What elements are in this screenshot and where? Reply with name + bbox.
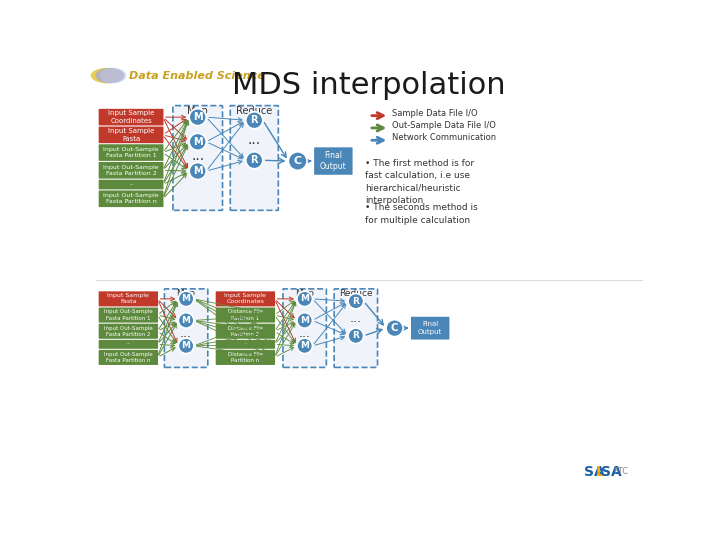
Text: ...: ... [350,312,362,325]
FancyBboxPatch shape [230,106,279,211]
Circle shape [348,328,364,343]
Circle shape [246,152,263,169]
FancyBboxPatch shape [216,323,275,339]
Text: Map: Map [295,289,314,298]
Text: ...: ... [248,133,261,147]
FancyBboxPatch shape [173,106,222,211]
Text: Distance File
Partition 1: Distance File Partition 1 [228,309,263,321]
Circle shape [189,163,206,179]
FancyBboxPatch shape [334,289,377,367]
FancyBboxPatch shape [314,147,353,175]
Text: Map: Map [187,106,208,116]
Text: Distance File
Partition 2: Distance File Partition 2 [228,326,263,337]
Text: M: M [193,112,202,122]
Text: Input Out-Sample
Fasta Partition 1: Input Out-Sample Fasta Partition 1 [103,147,159,158]
Text: SA: SA [601,465,622,479]
Ellipse shape [100,68,127,83]
Text: M: M [300,294,309,303]
FancyBboxPatch shape [411,317,449,340]
Text: Input Sample
Fasta: Input Sample Fasta [108,128,154,141]
Circle shape [189,109,206,126]
Text: • The first method is for
fast calculation, i.e use
hierarchical/heuristic
inter: • The first method is for fast calculati… [365,159,474,205]
Text: Reduce: Reduce [236,106,272,116]
Text: R: R [251,115,258,125]
Text: Input Sample
Fasta: Input Sample Fasta [107,293,149,305]
Circle shape [297,338,312,354]
Circle shape [297,313,312,328]
Text: Sample Data File I/O: Sample Data File I/O [392,109,478,118]
Text: M: M [300,316,309,325]
FancyBboxPatch shape [216,292,275,306]
Text: Input Sample
Coordinates: Input Sample Coordinates [225,293,266,305]
Text: –: – [244,342,247,347]
Text: SA: SA [585,465,606,479]
FancyBboxPatch shape [99,292,158,306]
Text: Reduce: Reduce [339,289,373,298]
FancyBboxPatch shape [99,340,158,349]
FancyBboxPatch shape [99,350,158,365]
Text: Input Out-Sample
Fasta Partition 2: Input Out-Sample Fasta Partition 2 [103,165,159,176]
Text: C: C [294,156,302,166]
Text: Final
Output: Final Output [418,321,442,335]
Text: Input Out-Sample
Fasta Partition 1: Input Out-Sample Fasta Partition 1 [104,309,153,321]
FancyBboxPatch shape [99,307,158,322]
Text: Data Enabled Science: Data Enabled Science [129,71,264,81]
Text: ...: ... [299,327,310,340]
Text: Input Sample
Coordinates: Input Sample Coordinates [108,110,154,124]
Text: –: – [127,342,130,347]
Circle shape [189,133,206,150]
Ellipse shape [91,68,123,83]
FancyBboxPatch shape [216,350,275,365]
Text: L: L [596,465,605,479]
FancyBboxPatch shape [216,340,275,349]
FancyBboxPatch shape [99,126,163,143]
Circle shape [179,313,194,328]
Text: M: M [193,166,202,176]
FancyBboxPatch shape [99,162,163,179]
FancyBboxPatch shape [99,109,163,125]
Circle shape [246,112,263,129]
Text: ...: ... [192,150,204,164]
Ellipse shape [96,68,125,83]
Text: Final
Output: Final Output [320,151,347,171]
FancyBboxPatch shape [99,191,163,207]
Text: M: M [300,341,309,350]
Text: R: R [251,156,258,165]
Text: M: M [181,294,191,303]
Circle shape [289,152,307,170]
Circle shape [179,338,194,354]
Text: Map: Map [176,289,196,298]
Text: Input Out-Sample
Fasta Partition n: Input Out-Sample Fasta Partition n [104,352,153,363]
FancyBboxPatch shape [99,180,163,190]
Text: • The seconds method is
for multiple calculation: • The seconds method is for multiple cal… [365,204,478,225]
Text: R: R [352,296,359,306]
FancyBboxPatch shape [99,323,158,339]
Text: C: C [391,323,398,333]
FancyBboxPatch shape [216,307,275,322]
Circle shape [297,291,312,307]
Text: Network Communication: Network Communication [392,133,496,143]
Circle shape [348,294,364,309]
Text: FTC: FTC [613,467,629,476]
Text: Out-Sample Data File I/O: Out-Sample Data File I/O [392,121,496,130]
Text: Input Out-Sample
Fasta Partition 2: Input Out-Sample Fasta Partition 2 [104,326,153,337]
Text: Distance File
Partition n: Distance File Partition n [228,352,263,363]
FancyBboxPatch shape [164,289,208,367]
Text: M: M [181,316,191,325]
FancyBboxPatch shape [283,289,326,367]
Text: M: M [193,137,202,147]
Text: M: M [181,341,191,350]
Text: Input Out-Sample
Fasta Partition n: Input Out-Sample Fasta Partition n [103,193,159,204]
Text: MDS interpolation: MDS interpolation [232,71,506,100]
FancyBboxPatch shape [99,144,163,161]
Circle shape [386,320,403,336]
Text: ...: ... [180,327,192,340]
Circle shape [179,291,194,307]
Text: –: – [130,182,132,187]
Text: R: R [352,332,359,340]
